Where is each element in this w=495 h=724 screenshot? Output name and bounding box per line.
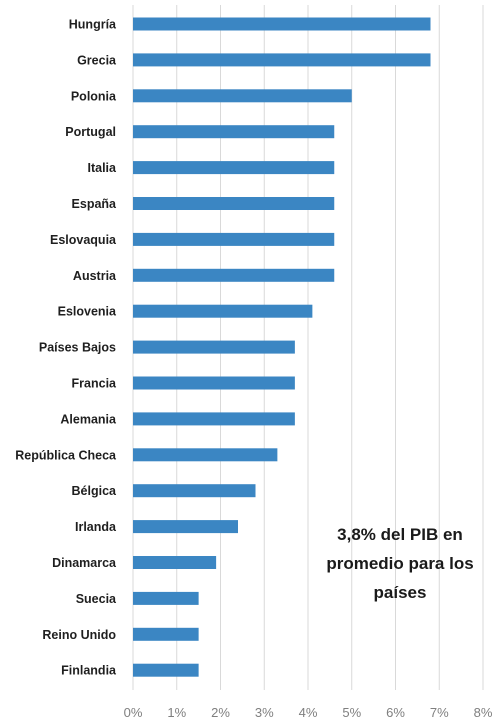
category-labels: Hungría Grecia Polonia Portugal Italia España… xyxy=(15,18,117,678)
category-label: Suecia xyxy=(76,592,117,606)
bar xyxy=(133,448,278,462)
bars xyxy=(133,17,431,677)
bar xyxy=(133,17,431,31)
category-label: España xyxy=(72,197,118,211)
category-label: Irlanda xyxy=(75,520,117,534)
category-label: Reino Unido xyxy=(42,628,116,642)
category-label: Portugal xyxy=(65,125,116,139)
bar xyxy=(133,340,295,354)
category-label: Eslovenia xyxy=(58,305,117,319)
bar xyxy=(133,627,199,641)
bar xyxy=(133,53,431,67)
category-label: Eslovaquia xyxy=(50,233,117,247)
x-tick-label: 7% xyxy=(430,705,449,720)
category-label: Dinamarca xyxy=(52,556,117,570)
category-label: Francia xyxy=(72,377,118,391)
bar xyxy=(133,520,238,534)
category-label: Países Bajos xyxy=(39,341,116,355)
category-label: Hungría xyxy=(69,18,117,32)
bar xyxy=(133,89,352,103)
x-tick-label: 1% xyxy=(167,705,186,720)
x-tick-label: 6% xyxy=(386,705,405,720)
x-tick-label: 2% xyxy=(211,705,230,720)
x-tick-label: 3% xyxy=(255,705,274,720)
category-label: Finlandia xyxy=(61,664,117,678)
bar xyxy=(133,591,199,605)
bar xyxy=(133,197,335,210)
bar xyxy=(133,268,335,282)
x-axis-tick-labels: 0% 1% 2% 3% 4% 5% 6% 7% 8% xyxy=(124,705,493,720)
category-label: Italia xyxy=(88,161,118,175)
x-tick-label: 5% xyxy=(342,705,361,720)
category-label: Grecia xyxy=(77,53,117,67)
bar xyxy=(133,663,199,677)
category-label: Austria xyxy=(73,269,117,283)
gridlines xyxy=(132,5,484,690)
bar xyxy=(133,412,295,426)
category-label: Polonia xyxy=(71,89,117,103)
x-tick-label: 4% xyxy=(299,705,318,720)
category-label: Alemania xyxy=(60,412,117,426)
category-label: República Checa xyxy=(15,448,117,462)
bar xyxy=(133,232,335,246)
bar xyxy=(133,556,217,569)
bar xyxy=(133,125,335,139)
chart-annotation: 3,8% del PIB en promedio para los países xyxy=(326,525,474,602)
bar xyxy=(133,376,295,390)
x-tick-label: 0% xyxy=(124,705,143,720)
bar xyxy=(133,161,335,175)
bar xyxy=(133,484,256,498)
category-label: Bélgica xyxy=(72,484,118,498)
x-tick-label: 8% xyxy=(474,705,493,720)
bar xyxy=(133,304,313,318)
